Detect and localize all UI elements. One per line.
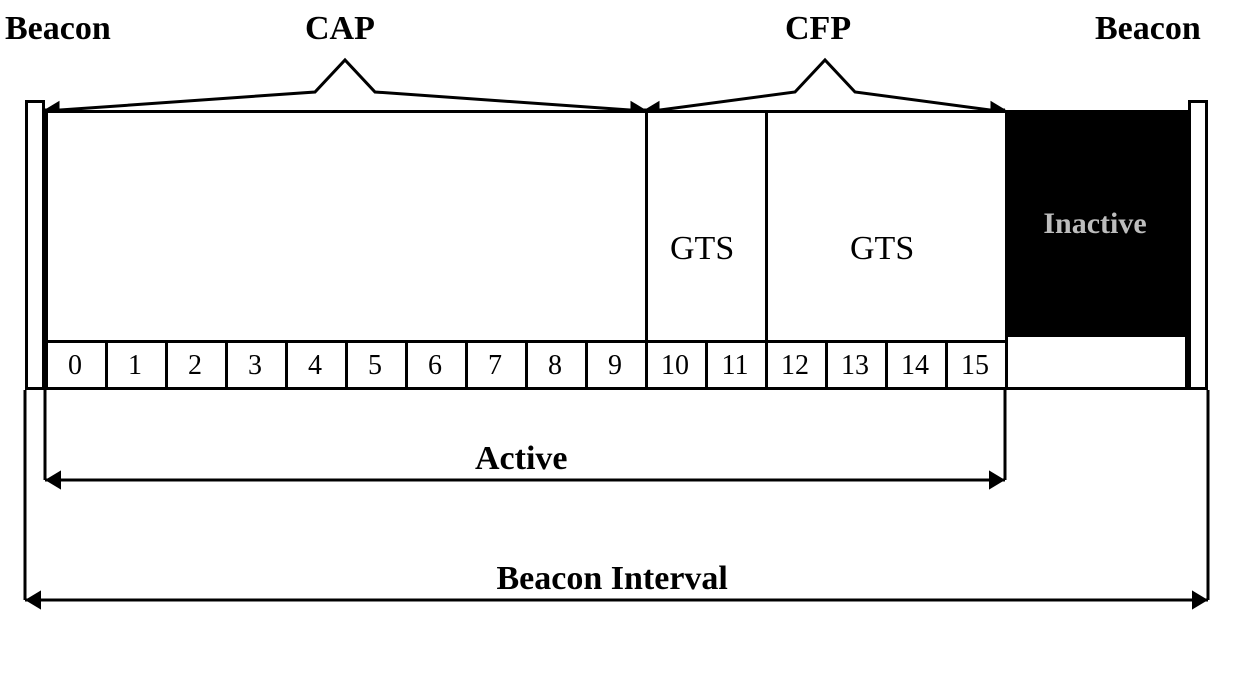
- beacon-interval-arrow: [0, 0, 1240, 688]
- diagram-stage: Beacon Beacon CAP CFP GTS GTS Inactive 0…: [0, 0, 1240, 688]
